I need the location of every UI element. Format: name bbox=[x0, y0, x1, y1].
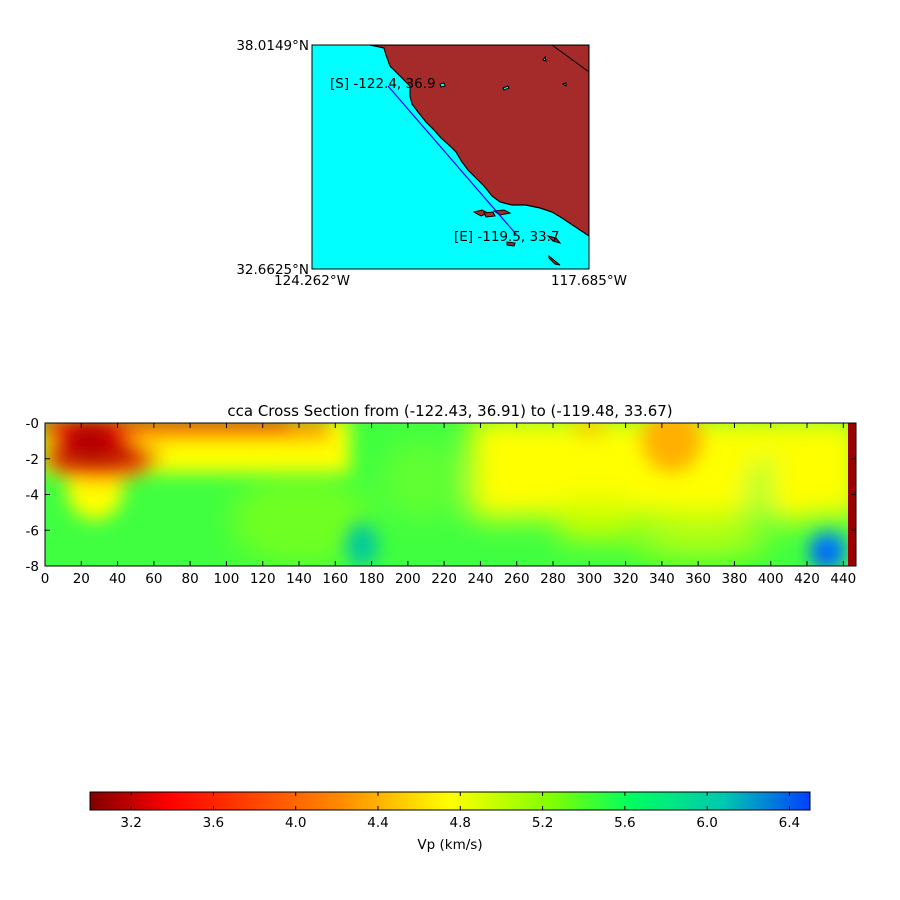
heatmap-axes: 0 20 40 60 80 100 120 140 160 180 200 220 240 260 280 3… bbox=[26, 416, 857, 587]
x-tick-label: 340 bbox=[649, 571, 675, 587]
heatmap-field bbox=[45, 423, 856, 566]
colorbar-tick-label: 3.2 bbox=[120, 815, 141, 831]
colorbar-panel: 3.2 3.6 4.0 4.4 4.8 5.2 5.6 6.0 6.4 Vp (km/s) bbox=[89, 791, 811, 853]
y-tick-label: -8 bbox=[26, 559, 39, 575]
map-island bbox=[483, 211, 496, 218]
map-panel: [S] -122.4, 36.9 [E] -119.5, 33.7 38.014… bbox=[236, 38, 627, 289]
x-tick-label: 420 bbox=[794, 571, 820, 587]
x-tick-label: 60 bbox=[145, 571, 162, 587]
x-tick-label: 120 bbox=[250, 571, 276, 587]
x-tick-label: 100 bbox=[214, 571, 240, 587]
map-lon-left-label: 124.262°W bbox=[274, 273, 350, 289]
colorbar-tick-label: 3.6 bbox=[203, 815, 224, 831]
x-tick-label: 80 bbox=[182, 571, 199, 587]
map-lon-right-label: 117.685°W bbox=[551, 273, 627, 289]
map-frame bbox=[311, 44, 590, 270]
x-tick-label: 360 bbox=[685, 571, 711, 587]
x-tick-label: 300 bbox=[576, 571, 602, 587]
x-tick-label: 400 bbox=[758, 571, 784, 587]
y-tick-label: -0 bbox=[26, 416, 39, 432]
y-tick-label: -4 bbox=[26, 488, 39, 504]
colorbar-gradient bbox=[89, 791, 811, 811]
x-tick-label: 280 bbox=[540, 571, 566, 587]
colorbar-ticks: 3.2 3.6 4.0 4.4 4.8 5.2 5.6 6.0 6.4 bbox=[120, 792, 800, 831]
x-tick-label: 380 bbox=[722, 571, 748, 587]
cross-section-title: cca Cross Section from (-122.43, 36.91) … bbox=[227, 402, 672, 420]
map-track-line bbox=[387, 85, 517, 235]
x-tick-label: 440 bbox=[830, 571, 856, 587]
y-tick-label: -2 bbox=[26, 452, 39, 468]
map-end-label: [E] -119.5, 33.7 bbox=[454, 229, 560, 245]
colorbar-label: Vp (km/s) bbox=[417, 837, 482, 853]
x-tick-label: 140 bbox=[286, 571, 312, 587]
y-tick-label: -6 bbox=[26, 523, 39, 539]
x-tick-label: 160 bbox=[322, 571, 348, 587]
cross-section-panel: cca Cross Section from (-122.43, 36.91) … bbox=[26, 402, 857, 587]
x-tick-label: 260 bbox=[504, 571, 530, 587]
map-start-label: [S] -122.4, 36.9 bbox=[330, 76, 436, 92]
map-lake bbox=[439, 82, 446, 88]
map-lat-top-label: 38.0149°N bbox=[236, 38, 309, 54]
x-tick-label: 240 bbox=[468, 571, 494, 587]
colorbar-tick-label: 4.0 bbox=[285, 815, 306, 831]
colorbar-tick-label: 6.4 bbox=[779, 815, 800, 831]
colorbar-tick-label: 5.2 bbox=[532, 815, 553, 831]
x-tick-label: 220 bbox=[431, 571, 457, 587]
x-tick-label: 0 bbox=[41, 571, 50, 587]
x-tick-label: 40 bbox=[109, 571, 126, 587]
colorbar-tick-label: 4.4 bbox=[367, 815, 388, 831]
map-lake bbox=[502, 85, 510, 91]
x-tick-label: 320 bbox=[613, 571, 639, 587]
map-lat-bottom-label: 32.6625°N bbox=[236, 262, 309, 278]
x-tick-label: 20 bbox=[73, 571, 90, 587]
map-lake bbox=[561, 82, 567, 87]
map-land bbox=[369, 45, 589, 237]
x-tick-label: 200 bbox=[395, 571, 421, 587]
map-state-border bbox=[551, 45, 589, 73]
colorbar-tick-label: 6.0 bbox=[696, 815, 717, 831]
map-island bbox=[506, 241, 516, 247]
map-lake bbox=[542, 55, 547, 62]
colorbar-tick-label: 4.8 bbox=[450, 815, 471, 831]
map-island bbox=[546, 235, 562, 244]
colorbar-tick-label: 5.6 bbox=[614, 815, 635, 831]
map-island bbox=[548, 254, 561, 266]
x-tick-label: 180 bbox=[359, 571, 385, 587]
